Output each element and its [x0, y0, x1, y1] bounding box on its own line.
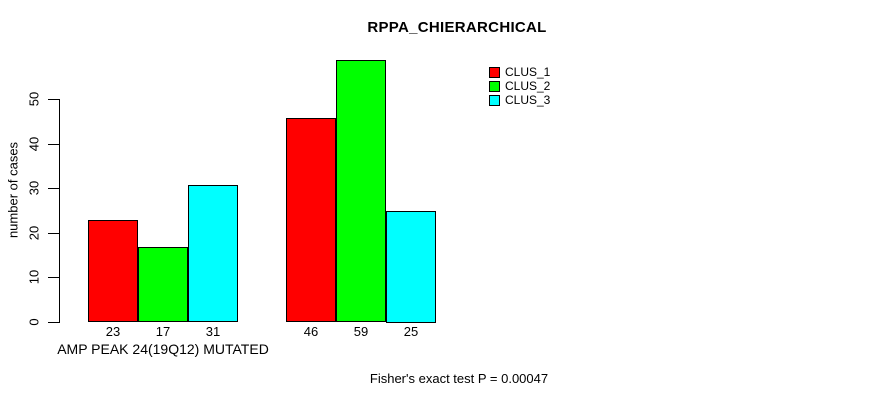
y-tick-mark [48, 144, 60, 145]
legend-item: CLUS_1 [489, 65, 550, 79]
bar-clus_2 [336, 59, 386, 323]
bar-clus_3 [188, 184, 238, 323]
y-tick-label: 20 [26, 225, 42, 240]
y-tick-mark [48, 99, 60, 100]
y-tick-label: 10 [26, 269, 42, 285]
legend-label: CLUS_1 [505, 65, 551, 79]
y-tick-label: 0 [26, 317, 42, 326]
chart-title: RPPA_CHIERARCHICAL [367, 19, 547, 36]
bar-value-label: 23 [105, 324, 121, 339]
bar-value-label: 46 [303, 324, 319, 339]
bar-value-label: 59 [353, 324, 369, 339]
bar-clus_1 [88, 220, 138, 323]
y-tick-mark [48, 322, 60, 323]
bar-value-label: 25 [403, 324, 419, 339]
y-tick-mark [48, 277, 60, 278]
annotation-text: Fisher's exact test P = 0.00047 [369, 371, 549, 386]
legend-label: CLUS_2 [505, 79, 551, 93]
legend-swatch-clus_2 [489, 80, 500, 92]
y-axis-line [59, 99, 60, 323]
legend-label: CLUS_3 [505, 93, 551, 107]
bar-clus_1 [286, 117, 336, 323]
legend: CLUS_1 CLUS_2 CLUS_3 [489, 65, 550, 107]
y-tick-mark [48, 188, 60, 189]
y-axis-label: number of cases [5, 141, 21, 239]
bar-clus_3 [386, 211, 436, 323]
bar-clus_2 [138, 246, 188, 323]
bar-value-label: 17 [155, 324, 171, 339]
y-tick-label: 50 [26, 91, 42, 107]
legend-item: CLUS_2 [489, 79, 550, 93]
bar-value-label: 31 [205, 324, 221, 339]
y-tick-label: 30 [26, 180, 42, 196]
legend-swatch-clus_1 [489, 66, 500, 78]
legend-item: CLUS_3 [489, 93, 550, 107]
legend-swatch-clus_3 [489, 94, 500, 106]
x-axis-group-label: AMP PEAK 24(19Q12) MUTATED [57, 341, 269, 357]
y-tick-label: 40 [26, 136, 42, 151]
y-tick-mark [48, 233, 60, 234]
